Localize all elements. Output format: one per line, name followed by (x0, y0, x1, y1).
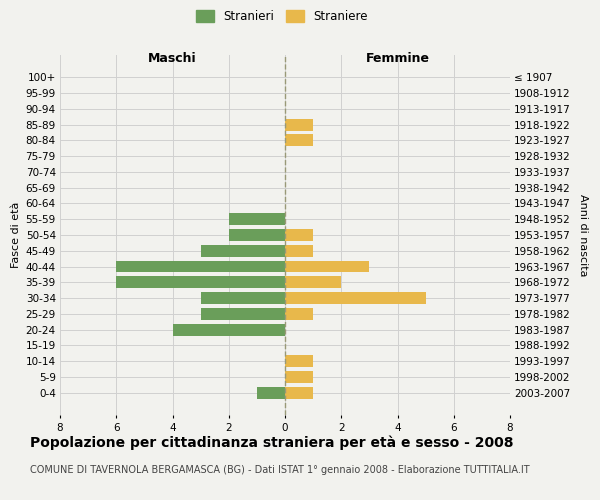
Bar (285, 276, 341, 288)
Text: Popolazione per cittadinanza straniera per età e sesso - 2008: Popolazione per cittadinanza straniera p… (30, 435, 514, 450)
Bar (257, 387, 285, 398)
Bar (229, 214, 285, 225)
Bar (285, 387, 313, 398)
Bar (285, 134, 313, 146)
Y-axis label: Anni di nascita: Anni di nascita (578, 194, 587, 276)
Text: Maschi: Maschi (148, 52, 197, 64)
Legend: Stranieri, Straniere: Stranieri, Straniere (191, 5, 373, 28)
Bar (285, 245, 313, 256)
Bar (200, 308, 285, 320)
Bar (200, 292, 285, 304)
Bar (285, 118, 313, 130)
Text: Femmine: Femmine (365, 52, 430, 64)
Bar (285, 371, 313, 383)
Bar (116, 276, 285, 288)
Bar (200, 245, 285, 256)
Bar (285, 260, 370, 272)
Bar (285, 229, 313, 241)
Bar (285, 308, 313, 320)
Bar (116, 260, 285, 272)
Text: COMUNE DI TAVERNOLA BERGAMASCA (BG) - Dati ISTAT 1° gennaio 2008 - Elaborazione : COMUNE DI TAVERNOLA BERGAMASCA (BG) - Da… (30, 465, 530, 475)
Bar (285, 356, 313, 367)
Bar (285, 292, 425, 304)
Y-axis label: Fasce di età: Fasce di età (11, 202, 22, 268)
Bar (173, 324, 285, 336)
Bar (229, 229, 285, 241)
